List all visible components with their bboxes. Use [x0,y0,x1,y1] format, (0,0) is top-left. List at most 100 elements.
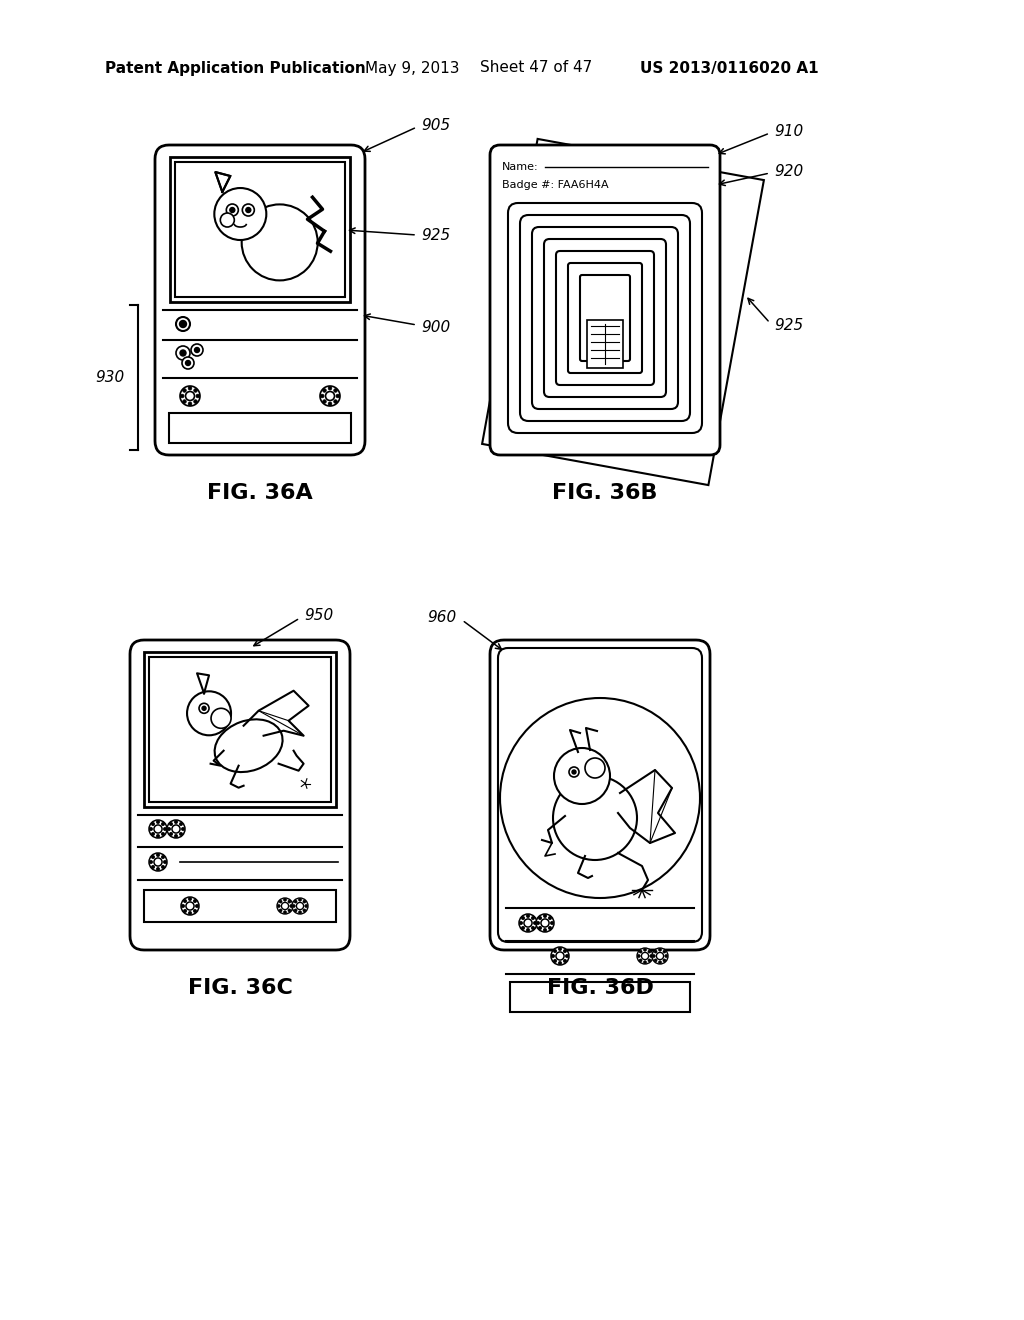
Circle shape [150,853,167,871]
Circle shape [195,347,200,352]
Text: FIG. 36D: FIG. 36D [547,978,653,998]
Ellipse shape [215,719,283,772]
Bar [170,157,350,302]
Circle shape [334,388,337,392]
Circle shape [294,909,297,912]
Circle shape [180,395,184,397]
Circle shape [637,954,640,957]
Text: 905: 905 [421,117,451,132]
Circle shape [150,820,167,838]
Circle shape [500,698,700,898]
Text: 930: 930 [96,370,125,385]
Circle shape [548,916,552,920]
Circle shape [196,395,200,397]
FancyBboxPatch shape [130,640,350,950]
Circle shape [654,950,657,953]
Text: 925: 925 [774,318,803,333]
Circle shape [326,392,335,400]
Circle shape [157,834,160,838]
Circle shape [199,704,209,713]
Circle shape [553,949,557,953]
Circle shape [157,867,160,871]
Circle shape [648,950,651,953]
Circle shape [652,948,668,964]
Circle shape [654,958,657,962]
FancyBboxPatch shape [580,275,630,360]
Circle shape [194,909,197,912]
Bar [175,162,345,297]
Circle shape [639,958,642,962]
Circle shape [183,899,186,903]
Circle shape [663,950,666,953]
Circle shape [334,400,337,404]
Circle shape [639,950,642,953]
Circle shape [336,395,340,397]
Text: Name:: Name: [502,162,539,172]
Circle shape [152,855,155,858]
Circle shape [292,898,308,913]
Circle shape [521,927,524,929]
FancyBboxPatch shape [508,203,702,433]
Circle shape [544,928,547,932]
Bar [169,413,351,444]
Circle shape [179,321,186,327]
Circle shape [536,913,554,932]
Circle shape [162,855,165,858]
Circle shape [323,388,327,392]
Bar [510,982,690,1012]
Circle shape [196,904,199,908]
Circle shape [572,770,575,774]
Text: 960: 960 [428,610,457,626]
Circle shape [650,954,652,957]
Circle shape [202,706,206,710]
Circle shape [188,387,191,389]
Circle shape [541,919,549,927]
Circle shape [288,909,291,912]
Circle shape [524,919,532,927]
Circle shape [186,902,195,909]
Circle shape [643,948,646,952]
Circle shape [553,776,637,861]
Circle shape [569,767,579,777]
Circle shape [305,904,307,907]
Circle shape [531,916,535,920]
FancyBboxPatch shape [544,239,666,397]
Circle shape [526,928,529,932]
Circle shape [637,948,653,964]
Circle shape [181,898,199,915]
Text: 950: 950 [304,609,333,623]
Circle shape [181,828,184,830]
Text: 910: 910 [774,124,803,140]
Circle shape [553,960,557,962]
Text: Patent Application Publication: Patent Application Publication [105,61,366,75]
Circle shape [162,833,165,836]
FancyBboxPatch shape [498,648,702,942]
Circle shape [641,953,648,960]
Circle shape [180,385,200,407]
Circle shape [551,954,555,957]
Circle shape [194,899,197,903]
Circle shape [565,954,568,957]
Circle shape [194,400,198,404]
FancyBboxPatch shape [556,251,654,385]
Circle shape [280,900,282,903]
Circle shape [658,961,662,964]
Circle shape [182,400,186,404]
Bar [144,890,336,921]
Circle shape [183,909,186,912]
Circle shape [152,866,155,869]
Text: FIG. 36C: FIG. 36C [187,978,293,998]
Circle shape [214,187,266,240]
Circle shape [278,898,293,913]
Circle shape [299,911,301,913]
Circle shape [548,927,552,929]
Polygon shape [482,139,764,484]
Circle shape [188,911,191,915]
Circle shape [544,915,547,917]
Circle shape [643,961,646,964]
Bar [150,657,331,803]
Bar [587,319,623,368]
Circle shape [243,205,254,216]
Circle shape [519,913,537,932]
Circle shape [280,909,282,912]
